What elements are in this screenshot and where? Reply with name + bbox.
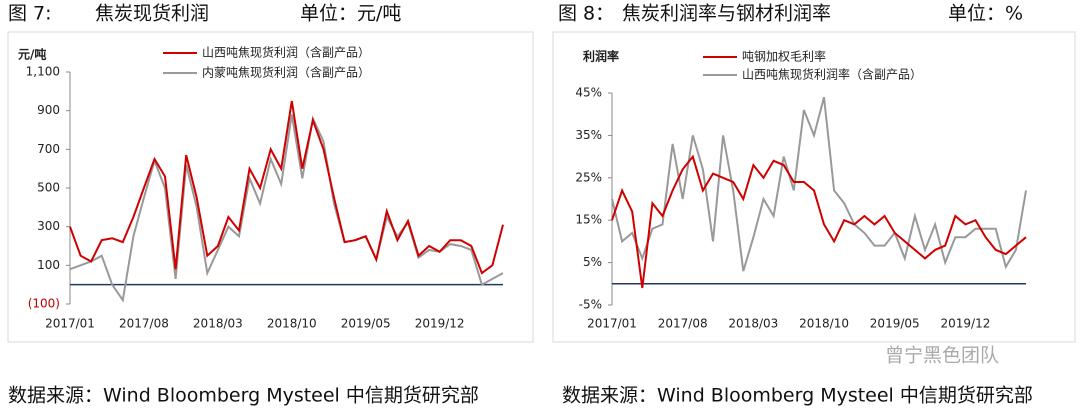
legend-label: 山西吨焦现货利润率（含副产品）: [742, 67, 922, 82]
panel-frame: [7, 31, 534, 343]
x-tick-label: 2017/08: [658, 317, 708, 331]
y-tick-label: 25%: [575, 170, 602, 184]
y-tick-label: 35%: [575, 128, 602, 142]
series-line: [69, 114, 504, 303]
y-tick-label: 45%: [575, 86, 602, 100]
series-line: [69, 100, 504, 275]
unit-note: 单位：元/吨: [300, 3, 401, 25]
x-tick-label: 2017/08: [119, 317, 169, 331]
source: 数据来源：Wind Bloomberg Mysteel 中信期货研究部: [8, 385, 479, 407]
panel-frame: [552, 31, 1076, 343]
figure-label: 图 7:: [8, 3, 52, 25]
chart-title: 焦炭利润率与钢材利润率: [622, 3, 831, 25]
y-axis-title: 元/吨: [18, 47, 46, 62]
x-tick-label: 2019/05: [341, 317, 391, 331]
y-axis-title: 利润率: [583, 49, 619, 64]
y-tick-label: 500: [37, 181, 60, 195]
x-tick-label: 2019/12: [940, 317, 990, 331]
y-tick-label: 100: [37, 258, 60, 272]
watermark: 曾宁黑色团队: [885, 345, 999, 367]
x-tick-label: 2018/10: [799, 317, 849, 331]
x-tick-label: 2018/10: [267, 317, 317, 331]
x-tick-label: 2019/05: [870, 317, 920, 331]
unit-note: 单位：%: [948, 3, 1023, 25]
series-line: [611, 96, 1027, 272]
series-line: [611, 154, 1027, 289]
x-tick-label: 2017/01: [587, 317, 637, 331]
legend-label: 山西吨焦现货利润（含副产品）: [202, 45, 370, 60]
y-tick-label: 900: [37, 103, 60, 117]
y-tick-label: 300: [37, 219, 60, 233]
chart-title: 焦炭现货利润: [95, 3, 209, 25]
y-tick-label: 700: [37, 142, 60, 156]
source: 数据来源：Wind Bloomberg Mysteel 中信期货研究部: [562, 385, 1033, 407]
y-tick-label: -5%: [579, 298, 602, 312]
y-tick-label: 1,100: [26, 65, 60, 79]
figure-label: 图 8：: [558, 3, 614, 25]
x-tick-label: 2019/12: [415, 317, 465, 331]
x-tick-label: 2018/03: [728, 317, 778, 331]
y-tick-label: (100): [28, 297, 60, 311]
x-tick-label: 2018/03: [193, 317, 243, 331]
y-tick-label: 15%: [575, 213, 602, 227]
legend-label: 内蒙吨焦现货利润（含副产品）: [202, 65, 370, 80]
y-tick-label: 5%: [583, 255, 602, 269]
legend-label: 吨钢加权毛利率: [742, 49, 826, 64]
x-tick-label: 2017/01: [45, 317, 95, 331]
